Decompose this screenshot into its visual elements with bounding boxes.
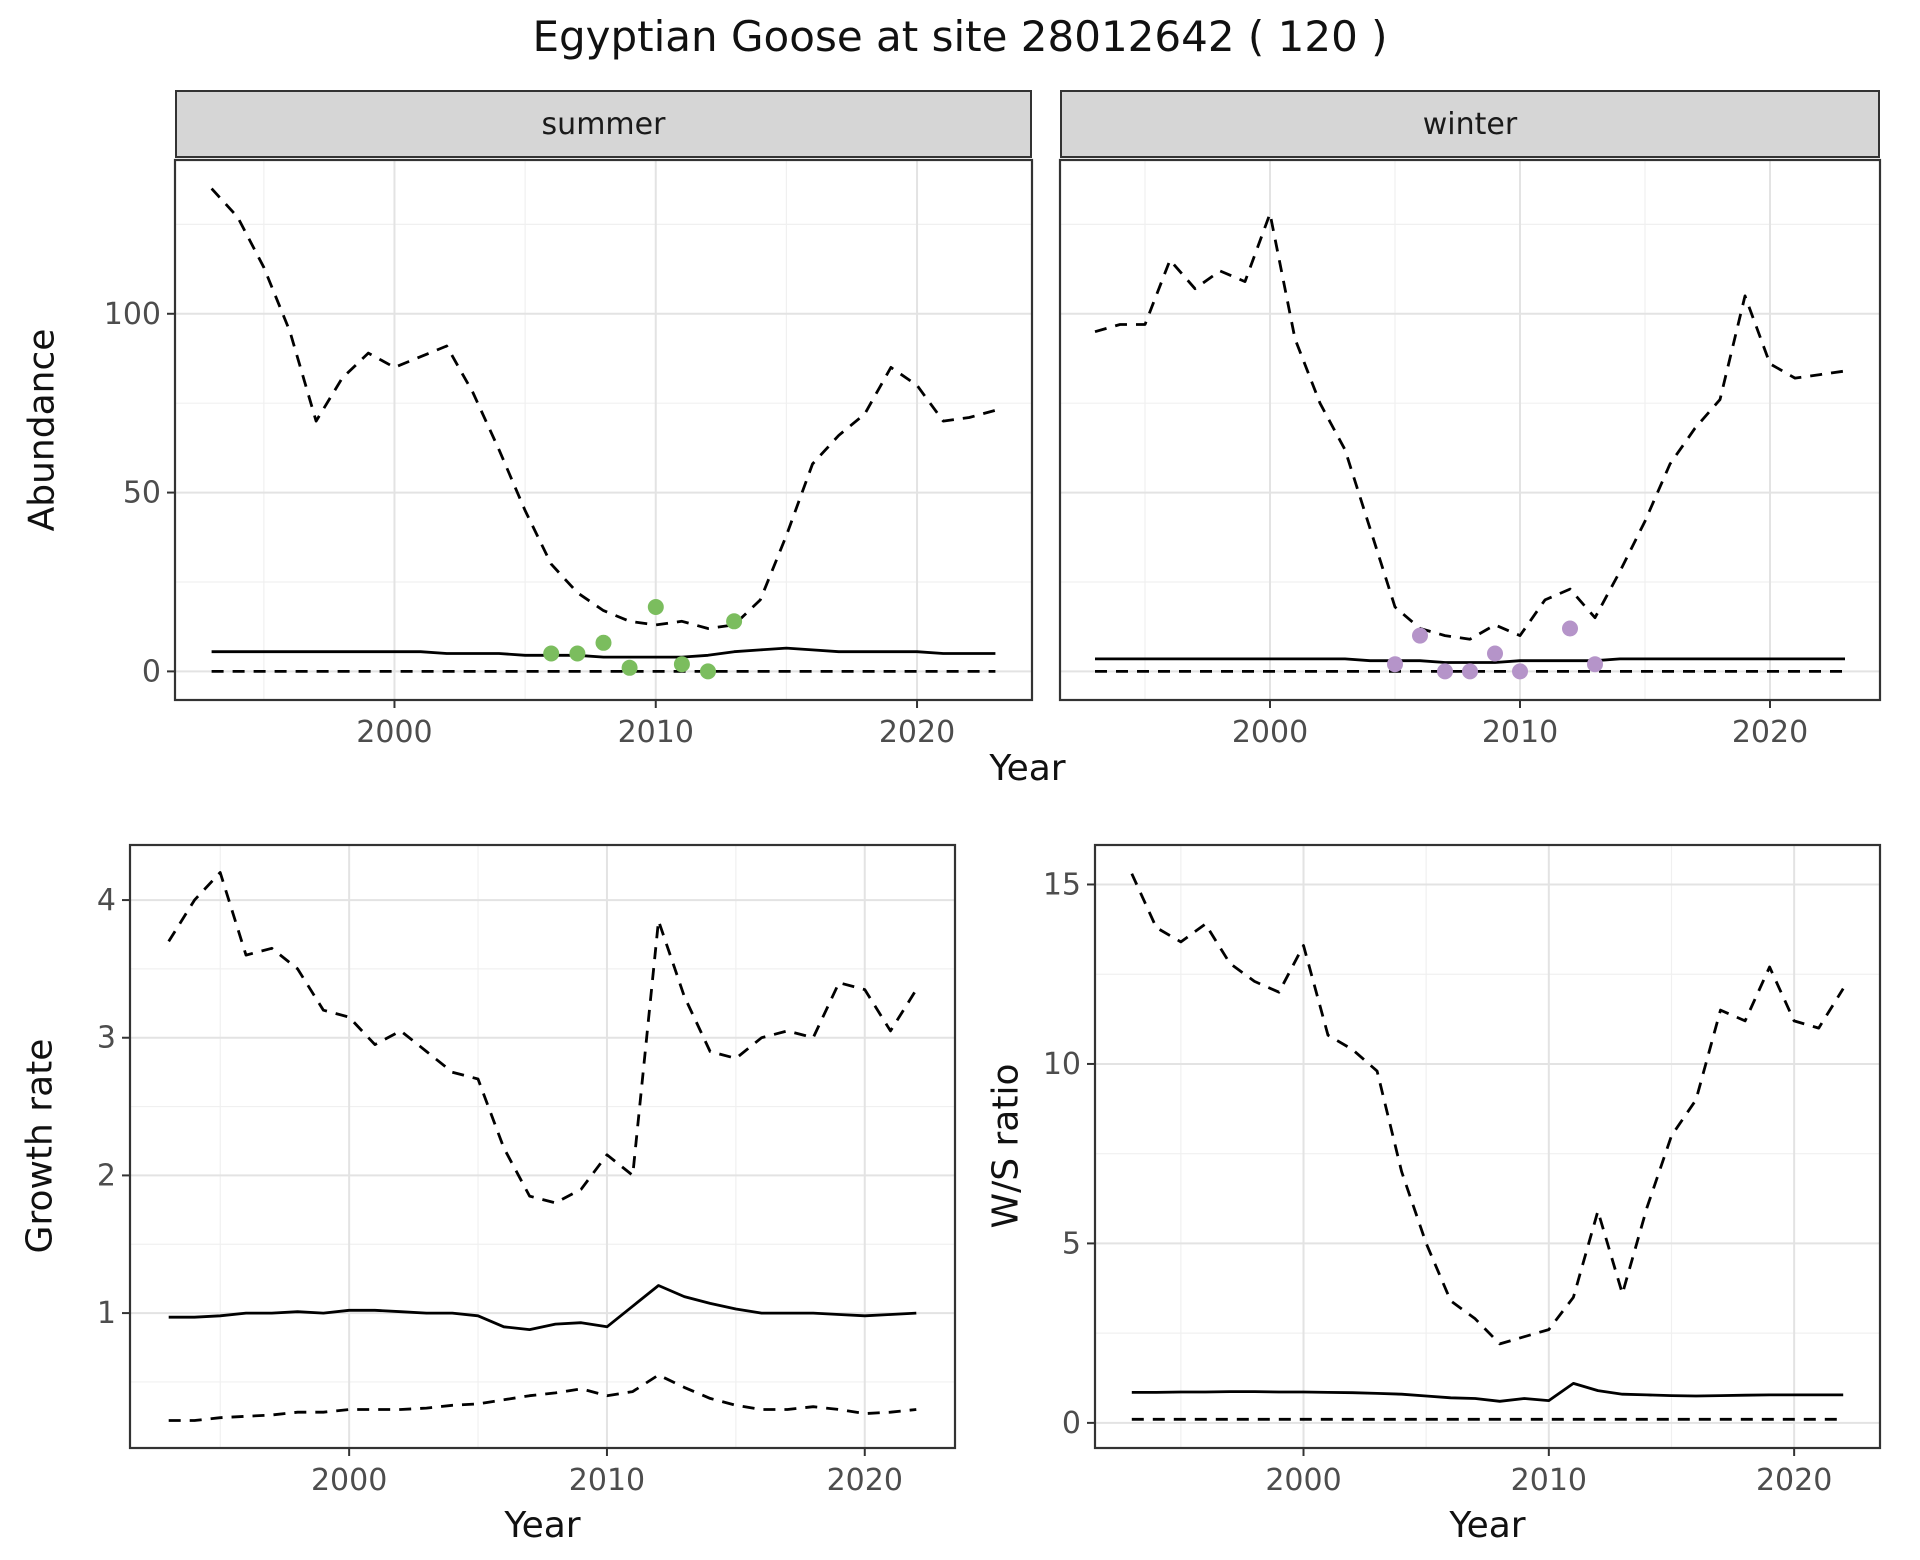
x-tick-label: 2020 — [1756, 1463, 1832, 1498]
series-upper-ci — [1130, 873, 1845, 1346]
year-axis-label-growth: Year — [504, 1505, 581, 1546]
abundance-axis-label: Abundance — [21, 328, 63, 532]
x-tick-label: 2020 — [827, 1463, 903, 1498]
facet-strip-winter-label: winter — [1422, 106, 1518, 142]
series-upper-ci — [210, 187, 996, 630]
year-axis-label-top: Year — [989, 748, 1066, 789]
x-tick-label: 2010 — [618, 715, 694, 750]
y-tick-label: 10 — [1043, 1047, 1081, 1082]
observation-point — [1462, 663, 1478, 680]
plot-abundance-winter: 2000 2010 2020 — [1058, 158, 1882, 750]
observation-point — [1437, 663, 1453, 680]
observation-point — [700, 663, 716, 680]
x-tick-label: 2020 — [879, 715, 955, 750]
series-median — [1095, 657, 1845, 664]
y-tick-label: 1 — [97, 1296, 116, 1331]
y-tick-label: 15 — [1043, 867, 1081, 902]
plot-ws-ratio: 2000 2010 2020 0 5 10 15 — [1043, 843, 1882, 1498]
observation-point — [1412, 627, 1428, 644]
observation-point — [1512, 663, 1528, 680]
observation-point — [1587, 656, 1603, 673]
series-lower-ci — [168, 1373, 917, 1422]
observation-point — [673, 656, 690, 673]
x-tick-label: 2010 — [1511, 1463, 1587, 1498]
y-tick-label: 50 — [123, 476, 161, 511]
chart-title: Egyptian Goose at site 28012642 ( 120 ) — [532, 12, 1388, 61]
y-tick-label: 0 — [1062, 1406, 1081, 1441]
panel-border — [1093, 843, 1882, 1450]
x-tick-label: 2000 — [1232, 715, 1308, 750]
growth-rate-axis-label: Growth rate — [19, 1038, 61, 1254]
panel-background — [130, 845, 955, 1448]
observation-point — [621, 659, 638, 676]
observation-point — [1562, 620, 1578, 637]
y-tick-label: 3 — [97, 1021, 116, 1056]
observation-point — [543, 645, 560, 662]
series-upper-ci — [167, 871, 918, 1205]
x-tick-label: 2000 — [311, 1463, 387, 1498]
panel-background — [1095, 845, 1880, 1448]
observation-point — [1387, 656, 1403, 673]
observation-point — [647, 599, 664, 615]
plot-abundance-summer: 2000 2010 2020 0 50 100 — [104, 158, 1034, 750]
x-tick-label: 2010 — [569, 1463, 645, 1498]
facet-strip-summer: summer — [175, 90, 1032, 158]
panel-border — [1058, 158, 1882, 702]
panel-background — [1060, 160, 1880, 700]
plot-growth-rate: 2000 2010 2020 1 2 3 4 — [97, 843, 957, 1498]
observation-point — [569, 645, 586, 662]
y-tick-label: 0 — [142, 654, 161, 689]
panel-background — [175, 160, 1032, 700]
observation-point — [595, 634, 612, 651]
y-tick-label: 2 — [97, 1158, 116, 1193]
year-axis-label-ws: Year — [1449, 1505, 1526, 1546]
facet-strip-summer-label: summer — [541, 106, 666, 142]
observation-point — [1487, 645, 1503, 662]
panel-border — [128, 843, 957, 1450]
series-upper-ci — [1094, 212, 1846, 641]
series-median — [211, 646, 996, 659]
ws-ratio-axis-label: W/S ratio — [985, 1063, 1027, 1229]
x-tick-label: 2010 — [1482, 715, 1558, 750]
facet-strip-winter: winter — [1060, 90, 1880, 158]
x-tick-label: 2000 — [1265, 1463, 1341, 1498]
panel-border — [173, 158, 1034, 702]
y-tick-label: 5 — [1062, 1226, 1081, 1261]
x-tick-label: 2000 — [356, 715, 432, 750]
series-median — [1131, 1382, 1844, 1403]
y-tick-label: 4 — [97, 883, 116, 918]
x-tick-label: 2020 — [1732, 715, 1808, 750]
y-tick-label: 100 — [104, 297, 161, 332]
observation-point — [726, 613, 743, 630]
series-median — [168, 1284, 917, 1331]
